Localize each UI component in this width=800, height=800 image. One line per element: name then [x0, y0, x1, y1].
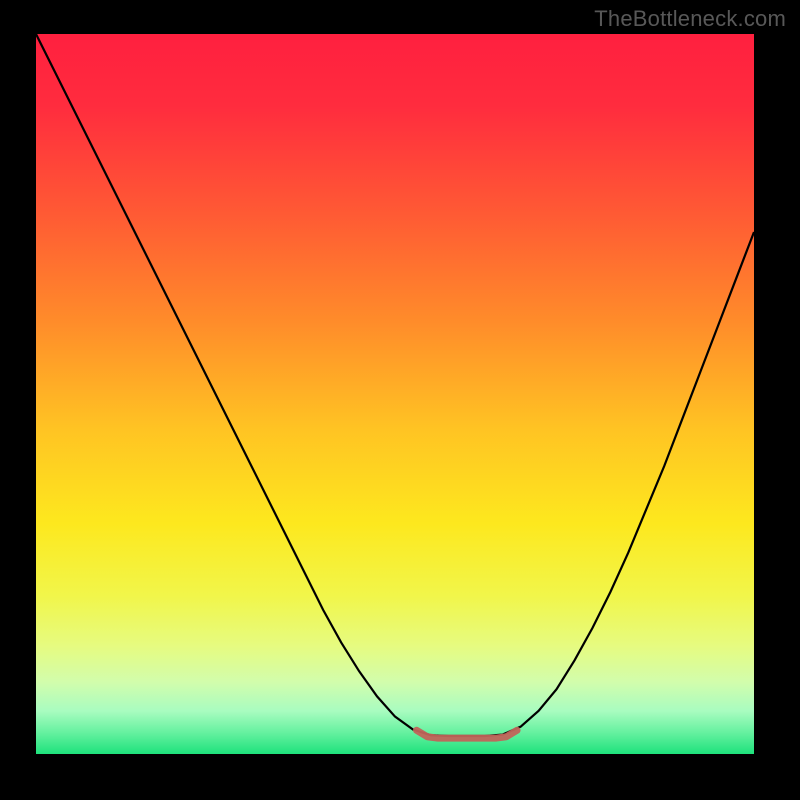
bottleneck-chart	[0, 0, 800, 800]
watermark-text: TheBottleneck.com	[594, 6, 786, 32]
plot-area	[36, 34, 754, 754]
